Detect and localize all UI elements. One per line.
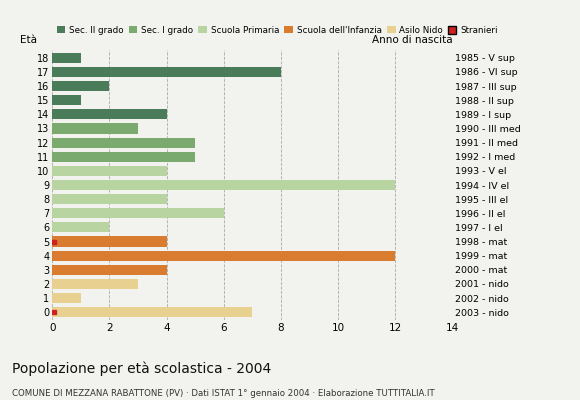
Bar [52,180,395,190]
Bar [52,307,252,317]
Bar [52,222,110,232]
Bar [52,95,81,105]
Bar [52,81,110,91]
Text: Età: Età [20,35,37,45]
Bar [52,138,195,148]
Bar [52,236,166,247]
Legend: Sec. II grado, Sec. I grado, Scuola Primaria, Scuola dell'Infanzia, Asilo Nido, : Sec. II grado, Sec. I grado, Scuola Prim… [57,26,498,35]
Bar [52,53,81,63]
Bar [52,67,281,77]
Bar [52,279,138,289]
Bar [52,152,195,162]
Bar [52,194,166,204]
Bar [52,166,166,176]
Bar [52,208,224,218]
Bar [52,293,81,303]
Bar [52,123,138,134]
Text: Popolazione per età scolastica - 2004: Popolazione per età scolastica - 2004 [12,362,271,376]
Text: COMUNE DI MEZZANA RABATTONE (PV) · Dati ISTAT 1° gennaio 2004 · Elaborazione TUT: COMUNE DI MEZZANA RABATTONE (PV) · Dati … [12,389,434,398]
Bar [52,250,395,261]
Text: Anno di nascita: Anno di nascita [372,35,452,45]
Bar [52,109,166,120]
Bar [52,265,166,275]
